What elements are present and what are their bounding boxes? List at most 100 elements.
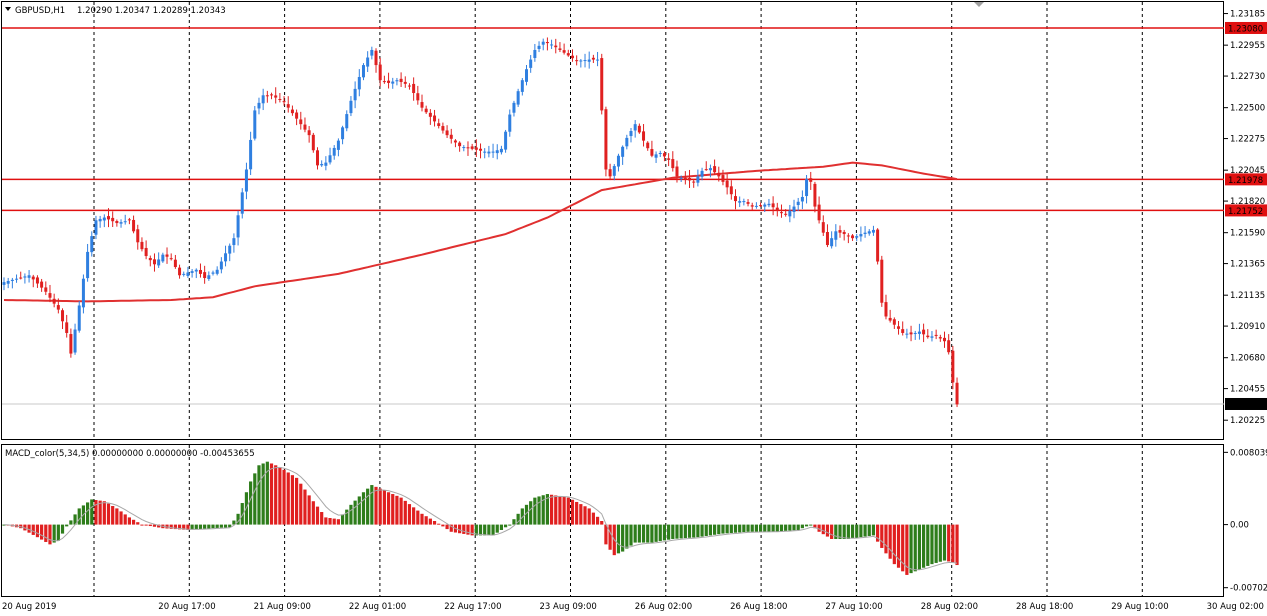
bear-candle	[107, 216, 110, 220]
level-tag	[1225, 173, 1267, 186]
macd-bar	[487, 524, 491, 536]
bear-candle	[44, 287, 48, 292]
bear-candle	[407, 85, 411, 87]
bull-candle	[504, 131, 508, 150]
symbol-dropdown-icon[interactable]	[5, 7, 11, 11]
price-pane[interactable]	[1, 1, 1224, 440]
time-label: 28 Aug 18:00	[1016, 602, 1073, 612]
macd-bar	[106, 503, 111, 525]
macd-bar	[671, 524, 675, 539]
price-tick-label: 1.20910	[1230, 322, 1265, 332]
bear-candle	[729, 186, 733, 195]
macd-bar	[817, 524, 821, 532]
macd-bar	[658, 524, 662, 542]
macd-pane[interactable]	[1, 444, 1224, 597]
bear-candle	[307, 130, 311, 136]
macd-bar	[792, 524, 796, 531]
bull-candle	[654, 154, 658, 158]
macd-bar	[131, 519, 136, 525]
bull-candle	[157, 259, 161, 266]
bull-candle	[253, 110, 257, 139]
bull-candle	[679, 177, 683, 179]
macd-bar	[641, 524, 646, 543]
time-label: 26 Aug 02:00	[635, 602, 692, 612]
macd-bar	[846, 524, 850, 539]
macd-bar	[566, 497, 570, 525]
macd-bar	[466, 524, 470, 535]
macd-bar	[194, 524, 198, 530]
current-price-tag	[1225, 397, 1267, 410]
macd-bar	[834, 524, 838, 539]
macd-bar	[86, 502, 90, 525]
shift-marker-icon[interactable]	[974, 2, 984, 7]
macd-bar	[675, 524, 679, 539]
bear-candle	[876, 229, 880, 262]
bear-candle	[884, 302, 888, 317]
bear-candle	[637, 125, 641, 133]
macd-bar	[508, 524, 512, 526]
bull-candle	[123, 221, 127, 223]
bear-candle	[40, 281, 44, 288]
bull-candle	[629, 131, 633, 137]
bear-candle	[851, 235, 855, 239]
macd-bar	[825, 524, 830, 537]
macd-histogram	[2, 461, 959, 575]
price-tick-label: 1.20225	[1230, 416, 1265, 426]
bear-candle	[675, 166, 679, 177]
bear-candle	[662, 153, 666, 157]
macd-bar	[148, 524, 152, 527]
bear-candle	[382, 81, 386, 83]
bull-candle	[596, 59, 600, 61]
bear-candle	[575, 60, 579, 62]
bear-candle	[842, 231, 846, 235]
time-label: 20 Aug 17:00	[158, 602, 215, 612]
macd-bar	[520, 508, 524, 525]
macd-bar	[395, 495, 399, 525]
macd-bar	[336, 519, 340, 525]
bear-candle	[270, 94, 274, 96]
macd-axis[interactable]: 0.008039 0.00 -0.00702	[1224, 448, 1267, 594]
price-axis[interactable]: 1.23185 1.22955 1.22730 1.22500 1.22275 1.220…	[1224, 10, 1265, 427]
bull-candle	[15, 278, 19, 280]
macd-bar	[157, 524, 161, 528]
macd-bar	[838, 524, 842, 539]
bear-candle	[144, 247, 148, 257]
macd-bar	[228, 524, 232, 528]
bear-candle	[570, 55, 574, 59]
macd-bar	[884, 524, 888, 554]
macd-bar	[173, 524, 177, 530]
macd-bar	[541, 495, 545, 525]
bear-candle	[825, 232, 829, 246]
bull-candle	[211, 272, 215, 274]
macd-bar	[31, 524, 35, 535]
price-tick-label: 1.21590	[1230, 229, 1265, 239]
bear-candle	[303, 124, 307, 130]
macd-bar	[186, 524, 190, 530]
bull-candle	[788, 210, 792, 217]
macd-bar	[177, 524, 182, 530]
macd-bar	[27, 524, 31, 533]
bear-candle	[441, 126, 445, 131]
bear-candle	[449, 134, 453, 139]
macd-bar	[374, 486, 378, 525]
macd-bar	[863, 524, 867, 537]
level-tag	[1225, 21, 1267, 34]
macd-bar	[211, 524, 215, 529]
macd-bar	[441, 524, 445, 527]
bear-candle	[173, 259, 177, 268]
bear-candle	[274, 95, 278, 98]
bull-candle	[708, 168, 712, 171]
time-label: 28 Aug 02:00	[921, 602, 978, 612]
macd-bar	[462, 524, 466, 534]
macd-bar	[725, 524, 729, 534]
bear-candle	[420, 102, 424, 108]
time-axis[interactable]: 20 Aug 2019 20 Aug 17:00 21 Aug 09:00 22 Au…	[2, 602, 1267, 612]
macd-bar	[219, 524, 223, 528]
bull-candle	[499, 148, 503, 153]
macd-bar	[746, 524, 750, 532]
macd-bar	[370, 485, 374, 525]
macd-bar	[324, 517, 328, 525]
macd-bar	[361, 492, 366, 525]
macd-bar	[809, 524, 813, 526]
